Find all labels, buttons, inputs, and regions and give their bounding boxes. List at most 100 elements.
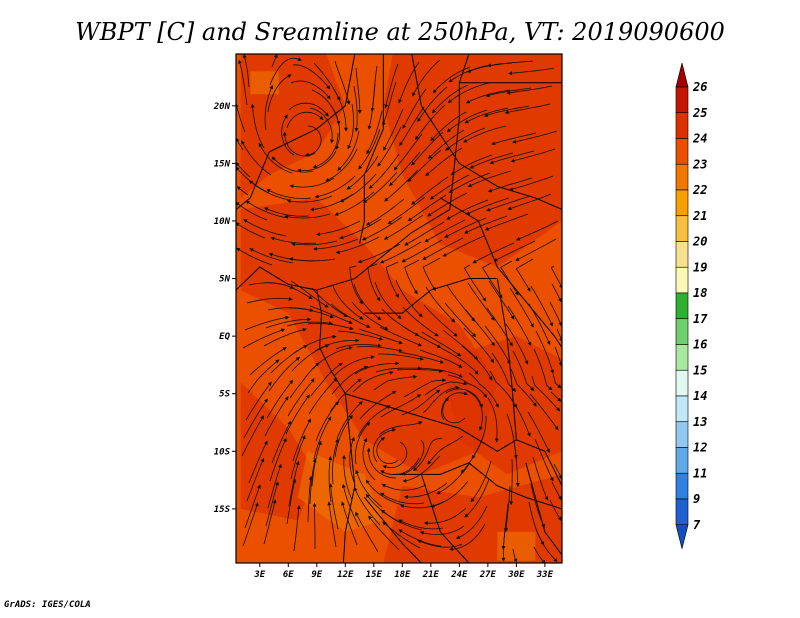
streamline [508, 395, 531, 437]
streamline [399, 106, 425, 147]
streamline [419, 349, 463, 368]
x-tick-label: 3E [253, 570, 265, 580]
streamline [381, 483, 427, 491]
streamline [515, 238, 557, 261]
x-tick-label: 30E [507, 570, 525, 580]
streamline [362, 171, 398, 204]
streamline [242, 328, 286, 349]
streamline [243, 398, 268, 439]
streamline [290, 280, 329, 308]
streamline [311, 440, 322, 487]
streamline [353, 283, 382, 321]
streamline [379, 241, 422, 264]
streamline [373, 374, 418, 391]
streamline [291, 240, 338, 247]
streamline [355, 67, 362, 115]
y-tick-label: 10S [214, 447, 231, 457]
streamline [429, 174, 470, 200]
chart-title: WBPT [C] and Sreamline at 250hPa, VT: 20… [75, 18, 725, 46]
streamline [316, 220, 361, 237]
streamline [412, 437, 443, 472]
streamline [383, 214, 424, 240]
streamline [288, 257, 336, 262]
streamline [313, 416, 332, 460]
streamline [509, 458, 514, 506]
streamline [271, 156, 314, 173]
streamline [401, 239, 443, 263]
colorbar-label: 16 [693, 338, 707, 352]
streamline [346, 155, 379, 190]
streamline [510, 148, 556, 163]
streamline [535, 330, 554, 374]
streamline [330, 303, 371, 328]
streamline [367, 83, 376, 130]
streamline [447, 82, 490, 104]
streamline [508, 67, 555, 76]
streamline [549, 499, 562, 521]
streamline [445, 388, 483, 408]
streamline [325, 148, 358, 182]
streamline [512, 130, 558, 144]
streamline [365, 198, 405, 226]
streamline [334, 60, 351, 105]
streamline [378, 421, 423, 436]
x-tick-label: 18E [394, 570, 411, 580]
streamline [446, 199, 489, 220]
streamline [465, 197, 510, 215]
streamline [468, 372, 499, 408]
streamline [246, 296, 293, 304]
colorbar-label: 9 [693, 492, 700, 506]
y-tick-label: 15N [214, 159, 231, 169]
streamline [281, 114, 295, 156]
streamline [293, 334, 337, 354]
colorbar-swatch [675, 395, 689, 423]
y-tick-label: 5S [219, 390, 230, 400]
streamline [314, 175, 356, 199]
streamline [398, 519, 444, 530]
streamline [411, 176, 449, 205]
colorbar-label: 19 [693, 260, 707, 274]
streamline [530, 285, 554, 327]
streamline [246, 457, 265, 502]
streamline [358, 128, 381, 170]
streamline [415, 104, 446, 141]
streamline [367, 263, 381, 302]
streamline [248, 440, 268, 484]
streamline [529, 393, 559, 431]
streamline [483, 105, 530, 118]
streamline [248, 180, 291, 201]
streamline [382, 521, 421, 549]
streamline [242, 54, 250, 88]
streamline [357, 405, 391, 438]
streamline [313, 238, 359, 251]
streamline [332, 438, 339, 485]
streamline [467, 170, 512, 188]
streamline [554, 346, 562, 367]
streamline [250, 103, 265, 149]
streamline [486, 195, 531, 212]
streamline [444, 217, 487, 238]
streamline [491, 132, 537, 146]
streamline [463, 264, 487, 302]
streamline [396, 368, 444, 373]
x-tick-label: 27E [479, 570, 497, 580]
streamline [515, 258, 534, 292]
streamline [355, 511, 379, 553]
streamline [339, 173, 377, 203]
streamline [339, 218, 382, 240]
cooler-patch [297, 451, 384, 532]
streamline [383, 108, 404, 151]
streamline [310, 362, 343, 397]
colorbar-label: 25 [692, 106, 707, 120]
streamline [271, 420, 292, 464]
streamline [534, 438, 554, 482]
streamline [384, 169, 419, 202]
streamline [442, 397, 466, 424]
colorbar-swatch [675, 447, 689, 474]
streamline [286, 195, 333, 203]
streamline [421, 331, 462, 357]
streamline [291, 344, 330, 372]
colorbar-label: 11 [693, 466, 707, 480]
streamline [417, 86, 448, 123]
